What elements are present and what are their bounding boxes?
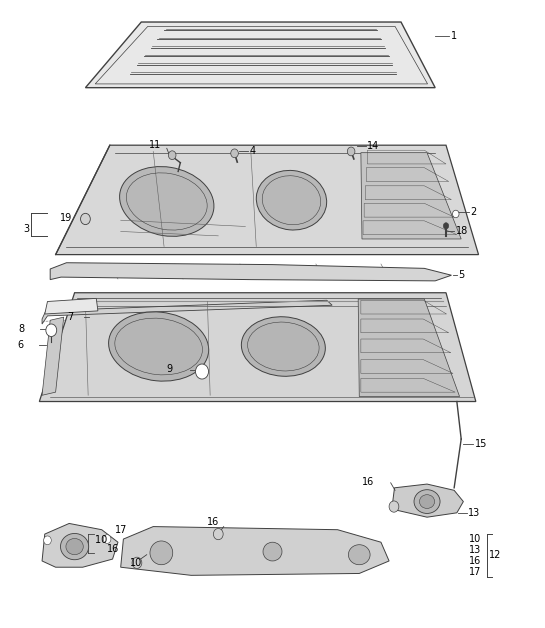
Circle shape [231, 149, 238, 158]
Polygon shape [39, 293, 476, 401]
Text: 16: 16 [362, 477, 374, 487]
Text: 11: 11 [149, 140, 161, 150]
Circle shape [44, 536, 51, 544]
Text: 13: 13 [468, 508, 480, 518]
Text: 16: 16 [207, 517, 219, 526]
Text: 13: 13 [469, 545, 481, 555]
Text: 6: 6 [17, 340, 23, 350]
Polygon shape [42, 300, 332, 324]
Ellipse shape [108, 312, 209, 381]
Ellipse shape [414, 490, 440, 514]
Ellipse shape [256, 170, 326, 230]
Ellipse shape [66, 538, 83, 555]
Text: 8: 8 [18, 324, 24, 334]
Text: 3: 3 [23, 224, 29, 234]
Text: 12: 12 [489, 550, 502, 560]
Polygon shape [392, 484, 463, 517]
Circle shape [168, 151, 176, 160]
Text: 9: 9 [167, 364, 173, 374]
Polygon shape [42, 524, 118, 567]
Text: 17: 17 [469, 566, 481, 577]
Ellipse shape [420, 495, 434, 509]
Circle shape [214, 528, 223, 539]
Circle shape [443, 223, 449, 229]
Polygon shape [120, 526, 389, 575]
Text: 14: 14 [367, 141, 380, 151]
Circle shape [132, 557, 142, 568]
Ellipse shape [119, 166, 214, 236]
Text: 2: 2 [470, 207, 477, 217]
Text: 10: 10 [469, 534, 481, 544]
Text: 7: 7 [66, 312, 73, 322]
Text: 10: 10 [130, 558, 142, 568]
Polygon shape [45, 298, 98, 314]
Circle shape [347, 147, 355, 156]
Text: 18: 18 [456, 226, 468, 236]
Polygon shape [42, 317, 64, 395]
Circle shape [104, 534, 111, 543]
Text: 10: 10 [95, 535, 110, 545]
Circle shape [452, 210, 459, 218]
Text: 15: 15 [475, 439, 487, 449]
Circle shape [81, 214, 90, 225]
Ellipse shape [60, 533, 89, 560]
Text: 16: 16 [469, 556, 481, 566]
Text: 16: 16 [107, 544, 119, 554]
Circle shape [46, 324, 57, 337]
Text: 1: 1 [451, 31, 458, 41]
Text: 5: 5 [458, 269, 465, 279]
Polygon shape [56, 145, 479, 254]
Ellipse shape [348, 544, 370, 565]
Circle shape [389, 501, 399, 512]
Text: 17: 17 [115, 526, 128, 535]
Ellipse shape [150, 541, 173, 565]
Ellipse shape [263, 542, 282, 561]
Polygon shape [50, 263, 451, 281]
Text: 19: 19 [60, 213, 72, 223]
Polygon shape [358, 299, 459, 396]
Circle shape [196, 364, 209, 379]
Text: 4: 4 [250, 146, 256, 156]
Polygon shape [86, 22, 435, 88]
Ellipse shape [241, 317, 325, 376]
Polygon shape [361, 153, 461, 239]
